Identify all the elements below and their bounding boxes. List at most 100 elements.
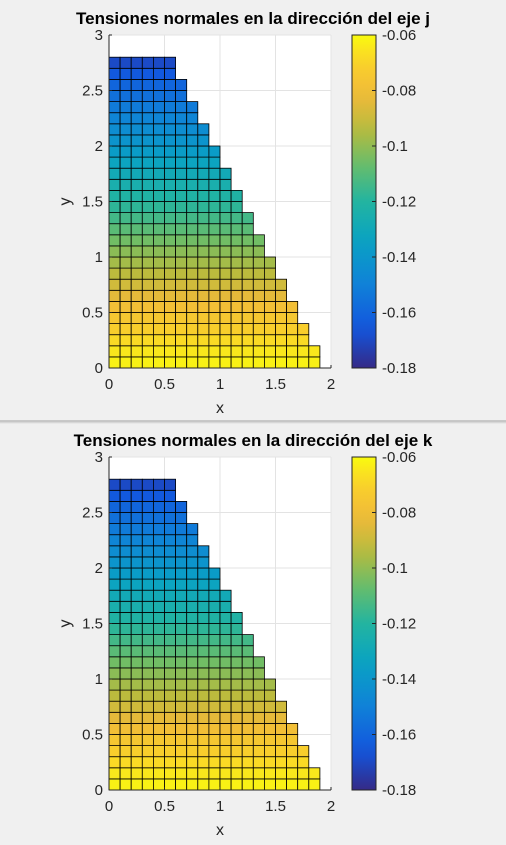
heatmap-cell	[197, 123, 210, 136]
heatmap-cell	[130, 667, 143, 680]
heatmap-cell	[119, 123, 132, 136]
heatmap-cell	[130, 300, 143, 313]
heatmap-cell	[164, 734, 176, 747]
heatmap-cell	[130, 101, 143, 114]
heatmap-cell	[175, 234, 188, 247]
heatmap-cell	[141, 178, 154, 191]
heatmap-cell	[130, 645, 143, 658]
heatmap-cell	[175, 523, 188, 536]
heatmap-cell	[108, 112, 121, 125]
y-tick-label: 2.5	[82, 505, 103, 522]
heatmap-cell	[186, 234, 199, 247]
heatmap-cell	[263, 745, 276, 758]
heatmap-cell	[175, 745, 188, 758]
heatmap-cell	[208, 611, 221, 624]
x-tick-label: 0	[105, 376, 113, 393]
heatmap-cell	[252, 722, 265, 735]
heatmap-cell	[164, 212, 176, 225]
heatmap-cell	[130, 256, 143, 269]
heatmap-cell	[230, 223, 243, 236]
heatmap-cell	[152, 212, 165, 225]
heatmap-cell	[186, 678, 199, 691]
heatmap-cell	[141, 323, 154, 336]
heatmap-cell	[130, 189, 143, 202]
y-tick-label: 2	[95, 138, 103, 155]
heatmap-cell	[230, 623, 243, 636]
heatmap-cell	[241, 300, 254, 313]
heatmap-cell	[119, 178, 132, 191]
heatmap-cell	[130, 345, 143, 358]
heatmap-cell	[108, 345, 121, 358]
heatmap-cell	[175, 356, 188, 369]
heatmap-cell	[252, 667, 265, 680]
heatmap-cell	[241, 678, 254, 691]
heatmap-cell	[252, 267, 265, 280]
heatmap-cell	[208, 645, 221, 658]
heatmap-cell	[241, 356, 254, 369]
heatmap-cell	[108, 79, 121, 91]
heatmap-cell	[263, 700, 276, 713]
heatmap-cell	[286, 778, 299, 791]
heatmap-cell	[186, 212, 199, 225]
heatmap-cell	[286, 767, 299, 780]
x-tick-label: 2	[327, 376, 335, 393]
heatmap-cell	[230, 722, 243, 735]
heatmap-cell	[186, 256, 199, 269]
heatmap-cells	[108, 478, 321, 791]
heatmap-cell	[152, 556, 165, 569]
figure-panel-k: Tensiones normales en la dirección del e…	[0, 421, 506, 845]
heatmap-cell	[208, 667, 221, 680]
heatmap-cell	[186, 611, 199, 624]
heatmap-cell	[175, 267, 188, 280]
heatmap-cell	[119, 600, 132, 613]
heatmap-cell	[108, 245, 121, 258]
heatmap-cell	[164, 745, 176, 758]
y-tick-label: 1	[95, 249, 103, 266]
heatmap-cell	[152, 534, 165, 547]
heatmap-cell	[119, 667, 132, 680]
heatmap-cell	[186, 534, 199, 547]
heatmap-cell	[230, 245, 243, 258]
heatmap-cell	[252, 245, 265, 258]
heatmap-cell	[263, 678, 276, 691]
heatmap-cell	[197, 567, 210, 580]
heatmap-cell	[175, 501, 188, 513]
heatmap-cell	[119, 489, 132, 502]
heatmap-cell	[208, 267, 221, 280]
heatmap-cell	[241, 267, 254, 280]
heatmap-cell	[119, 778, 132, 791]
heatmap-cell	[186, 745, 199, 758]
heatmap-cell	[141, 534, 154, 547]
heatmap-cell	[108, 545, 121, 558]
heatmap-cell	[208, 278, 221, 291]
heatmap-cell	[152, 634, 165, 647]
heatmap-cell	[141, 722, 154, 735]
heatmap-cell	[119, 722, 132, 735]
heatmap-cell	[164, 112, 176, 125]
colorbar-tick-label: -0.1	[382, 560, 408, 577]
heatmap-cell	[219, 356, 232, 369]
heatmap-cell	[152, 567, 165, 580]
heatmap-cell	[208, 156, 221, 169]
heatmap-cell	[141, 489, 154, 502]
heatmap-cell	[252, 234, 265, 247]
heatmap-cell	[119, 745, 132, 758]
heatmap-cell	[186, 711, 199, 724]
heatmap-cell	[108, 734, 121, 747]
heatmap-cell	[130, 767, 143, 780]
heatmap-cell	[175, 323, 188, 336]
heatmap-cell	[208, 178, 221, 191]
heatmap-cell	[219, 645, 232, 658]
heatmap-cell	[119, 156, 132, 169]
heatmap-cell	[130, 623, 143, 636]
heatmap-cell	[230, 267, 243, 280]
heatmap-cell	[208, 300, 221, 313]
heatmap-cell	[152, 289, 165, 302]
heatmap-cell	[175, 145, 188, 158]
heatmap-cell	[197, 667, 210, 680]
heatmap-cell	[219, 667, 232, 680]
heatmap-cell	[141, 278, 154, 291]
heatmap-cell	[219, 778, 232, 791]
heatmap-cell	[241, 734, 254, 747]
heatmap-cell	[164, 234, 176, 247]
